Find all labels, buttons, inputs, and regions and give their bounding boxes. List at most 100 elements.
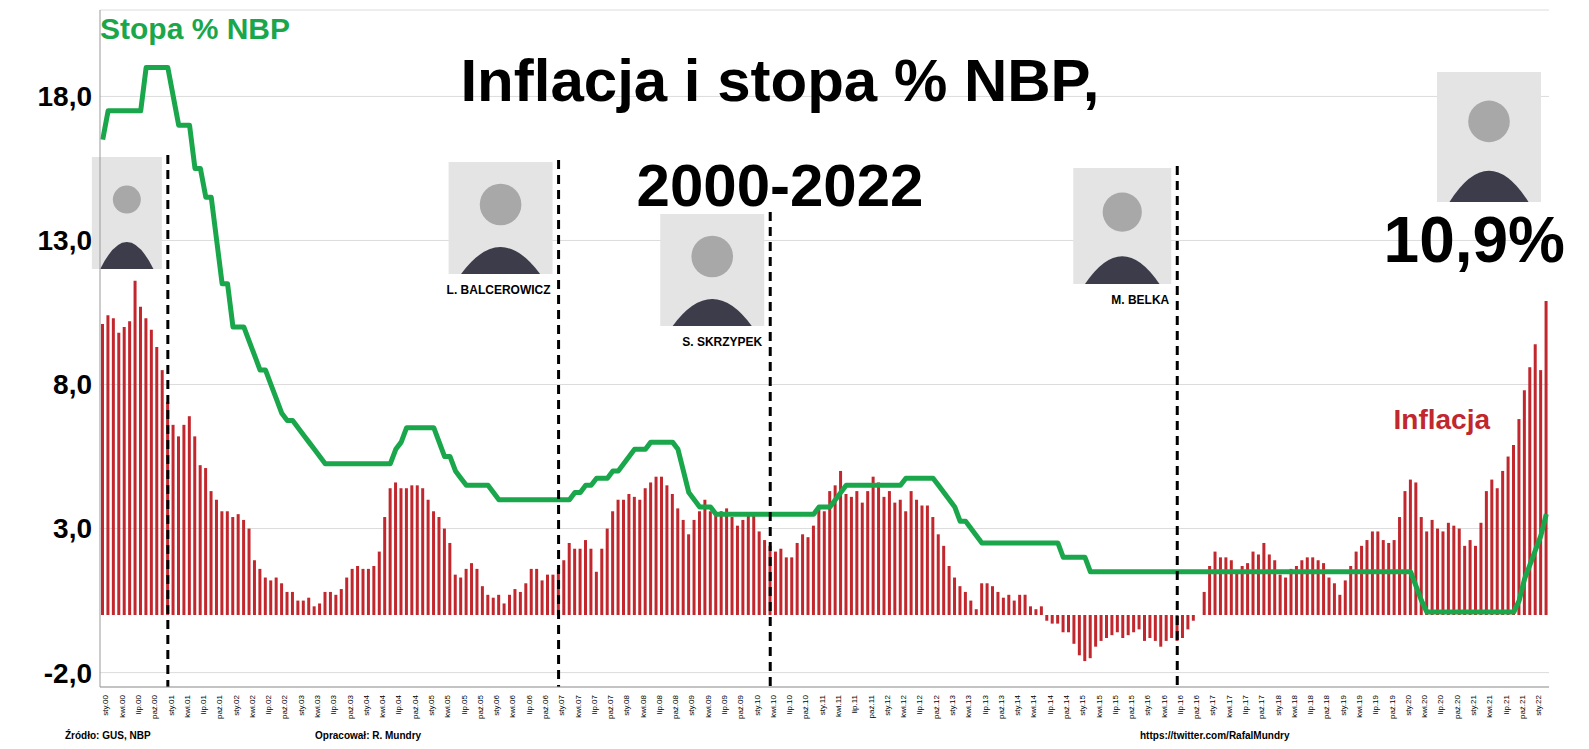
svg-text:paź.17: paź.17 [1257,694,1266,719]
html-text:2000-2022: 2000-2022 [636,152,924,219]
svg-text:sty.09: sty.09 [688,694,697,715]
svg-text:lip.20: lip.20 [1436,694,1445,714]
svg-text:kwi.21: kwi.21 [1485,694,1494,717]
svg-text:-2,0: -2,0 [44,658,92,689]
svg-text:paź.07: paź.07 [606,694,615,719]
svg-text:lip.10: lip.10 [785,694,794,714]
svg-text:sty.22: sty.22 [1534,694,1543,715]
svg-text:sty.20: sty.20 [1404,694,1413,715]
svg-text:sty.00: sty.00 [101,694,110,715]
svg-text:kwi.16: kwi.16 [1160,694,1169,717]
svg-text:kwi.01: kwi.01 [183,694,192,717]
svg-text:sty.05: sty.05 [427,694,436,715]
svg-text:kwi.18: kwi.18 [1290,694,1299,717]
svg-text:paź.10: paź.10 [801,694,810,719]
svg-text:kwi.14: kwi.14 [1029,694,1038,717]
svg-text:lip.16: lip.16 [1176,694,1185,714]
svg-text:sty.11: sty.11 [818,694,827,715]
svg-text:kwi.09: kwi.09 [704,694,713,717]
svg-text:lip.03: lip.03 [329,694,338,714]
svg-text:sty.13: sty.13 [948,694,957,715]
svg-text:sty.12: sty.12 [883,694,892,715]
svg-text:kwi.11: kwi.11 [834,694,843,717]
svg-text:13,0: 13,0 [38,225,93,256]
svg-text:L. BALCEROWICZ: L. BALCEROWICZ [447,283,551,297]
svg-text:lip.02: lip.02 [264,694,273,714]
svg-text:paź.04: paź.04 [411,694,420,719]
svg-text:paź.06: paź.06 [541,694,550,719]
svg-text:lip.15: lip.15 [1111,694,1120,714]
svg-text:M. BELKA: M. BELKA [1111,293,1169,307]
svg-text:sty.01: sty.01 [167,694,176,715]
svg-text:paź.08: paź.08 [671,694,680,719]
svg-text:paź.09: paź.09 [736,694,745,719]
svg-text:kwi.03: kwi.03 [313,694,322,717]
svg-text:kwi.08: kwi.08 [639,694,648,717]
svg-text:sty.19: sty.19 [1339,694,1348,715]
html-text:10,9%: 10,9% [1383,204,1565,276]
svg-text:paź.14: paź.14 [1062,694,1071,719]
svg-text:paź.02: paź.02 [280,694,289,719]
svg-text:kwi.15: kwi.15 [1095,694,1104,717]
svg-text:kwi.04: kwi.04 [378,694,387,717]
svg-text:lip.19: lip.19 [1371,694,1380,714]
svg-text:kwi.12: kwi.12 [899,694,908,717]
svg-text:sty.10: sty.10 [753,694,762,715]
svg-text:sty.16: sty.16 [1143,694,1152,715]
svg-text:sty.02: sty.02 [232,694,241,715]
svg-text:kwi.10: kwi.10 [769,694,778,717]
svg-text:kwi.05: kwi.05 [443,694,452,717]
svg-text:paź.18: paź.18 [1322,694,1331,719]
svg-text:kwi.06: kwi.06 [508,694,517,717]
svg-text:lip.09: lip.09 [720,694,729,714]
svg-text:lip.07: lip.07 [590,694,599,714]
svg-text:lip.21: lip.21 [1502,694,1511,714]
svg-text:sty.08: sty.08 [622,694,631,715]
svg-text:lip.08: lip.08 [655,694,664,714]
svg-text:sty.07: sty.07 [557,694,566,715]
svg-text:paź.03: paź.03 [346,694,355,719]
svg-text:lip.04: lip.04 [394,694,403,714]
svg-text:kwi.19: kwi.19 [1355,694,1364,717]
svg-text:paź.11: paź.11 [867,694,876,718]
svg-text:sty.04: sty.04 [362,694,371,715]
svg-text:lip.11: lip.11 [850,694,859,713]
svg-text:kwi.00: kwi.00 [118,694,127,717]
svg-text:lip.13: lip.13 [981,694,990,714]
svg-text:3,0: 3,0 [53,513,92,544]
svg-text:kwi.20: kwi.20 [1420,694,1429,717]
svg-text:sty.17: sty.17 [1208,694,1217,715]
svg-text:paź.00: paź.00 [150,694,159,719]
svg-text:sty.03: sty.03 [297,694,306,715]
svg-text:paź.12: paź.12 [932,694,941,719]
svg-text:8,0: 8,0 [53,369,92,400]
svg-text:lip.01: lip.01 [199,694,208,714]
svg-text:sty.06: sty.06 [492,694,501,715]
svg-text:S. SKRZYPEK: S. SKRZYPEK [682,335,762,349]
svg-text:kwi.02: kwi.02 [248,694,257,717]
svg-text:kwi.13: kwi.13 [964,694,973,717]
svg-text:paź.15: paź.15 [1127,694,1136,719]
svg-text:paź.16: paź.16 [1192,694,1201,719]
svg-text:sty.14: sty.14 [1013,694,1022,715]
svg-text:lip.06: lip.06 [525,694,534,714]
svg-text:paź.20: paź.20 [1453,694,1462,719]
svg-text:sty.18: sty.18 [1274,694,1283,715]
svg-text:paź.21: paź.21 [1518,694,1527,719]
svg-text:lip.17: lip.17 [1241,694,1250,714]
svg-text:paź.19: paź.19 [1388,694,1397,719]
svg-text:paź.01: paź.01 [215,694,224,719]
svg-text:lip.00: lip.00 [134,694,143,714]
svg-text:lip.12: lip.12 [915,694,924,714]
svg-text:lip.14: lip.14 [1046,694,1055,714]
svg-text:18,0: 18,0 [38,81,93,112]
svg-text:sty.21: sty.21 [1469,694,1478,715]
html-text:Inflacja i stopa % NBP,: Inflacja i stopa % NBP, [460,47,1100,114]
svg-text:paź.13: paź.13 [997,694,1006,719]
svg-text:lip.05: lip.05 [460,694,469,714]
svg-text:kwi.07: kwi.07 [574,694,583,717]
svg-text:paź.05: paź.05 [476,694,485,719]
svg-text:sty.15: sty.15 [1078,694,1087,715]
svg-text:lip.18: lip.18 [1306,694,1315,714]
svg-text:kwi.17: kwi.17 [1225,694,1234,717]
